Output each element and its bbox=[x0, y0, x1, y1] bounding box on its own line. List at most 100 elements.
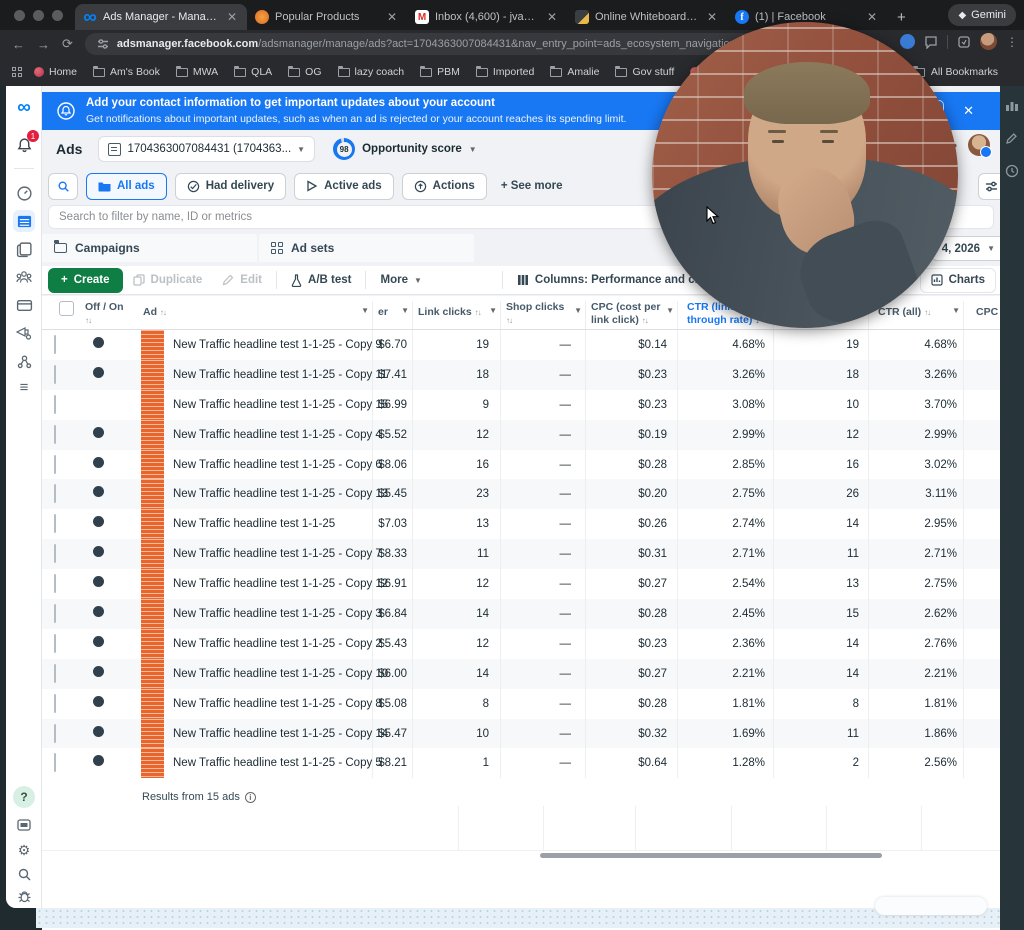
ad-thumbnail[interactable] bbox=[141, 449, 164, 480]
forward-icon[interactable]: → bbox=[37, 36, 50, 52]
bookmark-item[interactable]: MWA bbox=[175, 65, 218, 78]
bookmark-item[interactable]: lazy coach bbox=[337, 65, 404, 78]
ad-thumbnail[interactable] bbox=[141, 658, 164, 689]
banner-close-icon[interactable]: ✕ bbox=[963, 103, 974, 118]
info-icon[interactable]: i bbox=[244, 791, 256, 803]
meta-logo[interactable]: ∞ bbox=[17, 96, 31, 118]
all-tools-menu-icon[interactable]: ≡ bbox=[19, 378, 29, 396]
ad-thumbnail[interactable] bbox=[141, 688, 164, 719]
ad-thumbnail[interactable] bbox=[141, 419, 164, 450]
ad-thumbnail[interactable] bbox=[141, 748, 164, 779]
bug-report-icon[interactable] bbox=[13, 885, 35, 907]
tab-close-icon[interactable]: ✕ bbox=[866, 10, 877, 24]
new-tab-button[interactable]: + bbox=[897, 8, 906, 26]
insights-chart-icon[interactable] bbox=[1005, 98, 1019, 112]
column-header-link-clicks[interactable]: Link clicks ↑↓ ▼ bbox=[412, 301, 500, 329]
ad-name[interactable]: New Traffic headline test 1-1-25 - Copy … bbox=[173, 368, 388, 381]
business-network-icon[interactable] bbox=[13, 350, 35, 372]
duplicate-button[interactable]: Duplicate bbox=[123, 267, 213, 293]
tune-icon[interactable] bbox=[97, 38, 109, 50]
row-checkbox[interactable] bbox=[54, 603, 56, 623]
create-button[interactable]: + Create bbox=[48, 267, 123, 293]
column-header-spent-partial[interactable]: er ▼ bbox=[372, 301, 412, 329]
row-checkbox[interactable] bbox=[54, 394, 56, 414]
bookmark-item[interactable]: Amalie bbox=[550, 65, 599, 78]
ad-thumbnail[interactable] bbox=[141, 389, 164, 420]
ad-name[interactable]: New Traffic headline test 1-1-25 - Copy … bbox=[173, 488, 389, 501]
bookmark-item[interactable]: QLA bbox=[234, 65, 272, 78]
profile-avatar[interactable] bbox=[980, 33, 997, 50]
ad-name[interactable]: New Traffic headline test 1-1-25 - Copy … bbox=[173, 428, 382, 441]
browser-tab-inbox[interactable]: M Inbox (4,600) - jvantana@ ✕ bbox=[407, 4, 567, 30]
column-header-shop-clicks[interactable]: Shop clicks ↑↓ ▼ bbox=[500, 301, 585, 329]
edit-pencil-icon[interactable] bbox=[1005, 132, 1018, 145]
row-checkbox[interactable] bbox=[54, 454, 56, 474]
billing-icon[interactable] bbox=[13, 294, 35, 316]
scrollbar-thumb[interactable] bbox=[540, 853, 882, 859]
see-more-button[interactable]: + See more bbox=[500, 180, 563, 192]
row-checkbox[interactable] bbox=[54, 574, 56, 594]
browser-tab-facebook[interactable]: f (1) | Facebook ✕ bbox=[727, 4, 887, 30]
tab-close-icon[interactable]: ✕ bbox=[386, 10, 397, 24]
ad-thumbnail[interactable] bbox=[141, 599, 164, 629]
ad-name[interactable]: New Traffic headline test 1-1-25 - Copy … bbox=[173, 548, 382, 561]
browser-tab-popular-products[interactable]: Popular Products ✕ bbox=[247, 4, 407, 30]
window-controls[interactable] bbox=[14, 9, 63, 21]
ad-name[interactable]: New Traffic headline test 1-1-25 bbox=[173, 518, 336, 531]
ad-thumbnail[interactable] bbox=[141, 479, 164, 510]
ad-thumbnail[interactable] bbox=[141, 539, 164, 570]
bookmark-item[interactable]: OG bbox=[288, 65, 322, 78]
search-icon[interactable] bbox=[13, 863, 35, 885]
gemini-button[interactable]: ◆ Gemini bbox=[948, 4, 1016, 26]
row-checkbox[interactable] bbox=[54, 334, 56, 354]
bookmark-item[interactable]: Home bbox=[34, 66, 77, 78]
tab-campaigns[interactable]: Campaigns bbox=[42, 234, 257, 262]
ad-name[interactable]: New Traffic headline test 1-1-25 - Copy … bbox=[173, 667, 389, 680]
audiences-icon[interactable] bbox=[13, 266, 35, 288]
browser-tab-whiteboard[interactable]: Online Whiteboard for Real ✕ bbox=[567, 4, 727, 30]
horizontal-scrollbar[interactable] bbox=[42, 850, 1000, 860]
ad-name[interactable]: New Traffic headline test 1-1-25 - Copy … bbox=[173, 607, 382, 620]
filter-chip-had-delivery[interactable]: Had delivery bbox=[174, 172, 287, 200]
notifications-bell-icon[interactable]: 1 bbox=[13, 130, 39, 156]
browser-tab-ads-manager[interactable]: ∞ Ads Manager - Manage ads ✕ bbox=[75, 4, 247, 30]
filter-chip-actions[interactable]: Actions bbox=[401, 172, 487, 200]
row-checkbox[interactable] bbox=[54, 514, 56, 534]
row-checkbox[interactable] bbox=[54, 424, 56, 444]
ad-name[interactable]: New Traffic headline test 1-1-25 - Copy … bbox=[173, 727, 389, 740]
row-checkbox[interactable] bbox=[54, 633, 56, 653]
more-button[interactable]: More ▼ bbox=[380, 274, 422, 286]
ad-thumbnail[interactable] bbox=[141, 509, 164, 540]
account-selector[interactable]: 1704363007084431 (1704363... ▼ bbox=[98, 136, 316, 162]
tab-ad-sets[interactable]: Ad sets bbox=[259, 234, 474, 262]
campaigns-icon[interactable] bbox=[13, 210, 35, 232]
history-clock-icon[interactable] bbox=[1005, 164, 1019, 178]
menu-dots-icon[interactable]: ⋮ bbox=[1006, 34, 1018, 49]
bookmark-item[interactable]: Imported bbox=[475, 65, 534, 78]
header-select-all[interactable] bbox=[42, 301, 75, 329]
column-header-cpc-partial[interactable]: CPC bbox=[963, 301, 1000, 329]
ad-thumbnail[interactable] bbox=[141, 569, 164, 600]
bookmark-item[interactable]: Am's Book bbox=[93, 65, 160, 78]
row-checkbox[interactable] bbox=[54, 723, 56, 743]
ad-name[interactable]: New Traffic headline test 1-1-25 - Copy … bbox=[173, 578, 389, 591]
filter-chip-active-ads[interactable]: Active ads bbox=[294, 172, 394, 200]
column-header-ad[interactable]: Ad ↑↓ ▼ bbox=[143, 306, 369, 318]
row-checkbox[interactable] bbox=[54, 753, 56, 773]
apps-grid-icon[interactable] bbox=[12, 67, 22, 77]
ads-settings-icon[interactable] bbox=[13, 322, 35, 344]
row-checkbox[interactable] bbox=[54, 693, 56, 713]
ad-name[interactable]: New Traffic headline test 1-1-25 - Copy … bbox=[173, 637, 382, 650]
bookmark-item[interactable]: PBM bbox=[420, 65, 460, 78]
tab-close-icon[interactable]: ✕ bbox=[226, 10, 237, 24]
reading-list-icon[interactable] bbox=[957, 35, 971, 49]
opportunity-score[interactable]: 98 Opportunity score ▼ bbox=[333, 138, 477, 160]
edit-button[interactable]: Edit bbox=[212, 267, 272, 293]
help-icon[interactable]: ? bbox=[13, 786, 35, 808]
back-icon[interactable]: ← bbox=[12, 36, 25, 52]
settings-gear-icon[interactable]: ⚙ bbox=[17, 841, 31, 858]
column-header-off-on[interactable]: Off / On ↑↓ bbox=[85, 301, 124, 326]
ad-name[interactable]: New Traffic headline test 1-1-25 - Copy … bbox=[173, 338, 382, 351]
row-checkbox[interactable] bbox=[54, 364, 56, 384]
ab-test-button[interactable]: A/B test bbox=[281, 267, 361, 293]
